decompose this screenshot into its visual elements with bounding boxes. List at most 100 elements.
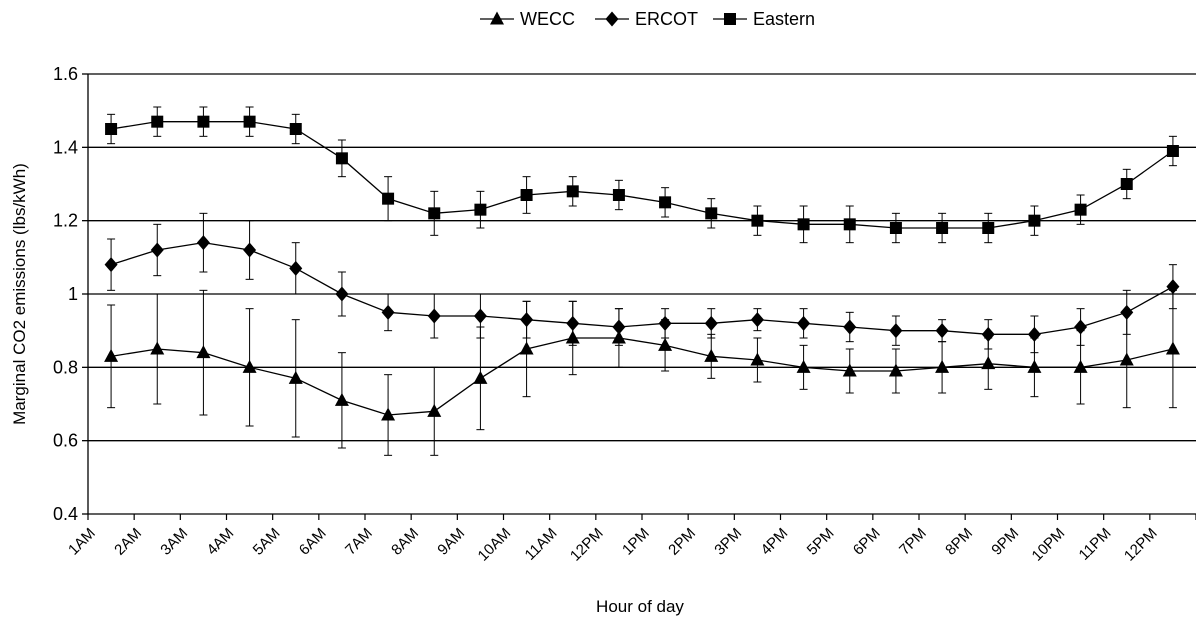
x-tick-label: 12PM [567, 525, 607, 565]
data-point [751, 214, 764, 227]
data-point [843, 319, 857, 335]
data-point [1165, 341, 1180, 355]
data-point [704, 348, 719, 362]
x-tick-label: 5AM [250, 525, 284, 559]
y-axis-title: Marginal CO2 emissions (lbs/kWh) [10, 163, 29, 425]
series-eastern [105, 106, 1179, 244]
data-point [473, 308, 487, 324]
data-point [335, 152, 348, 165]
data-point [289, 123, 302, 135]
x-tick-label: 5PM [804, 525, 838, 559]
data-point [1027, 326, 1041, 342]
data-point [889, 222, 902, 234]
y-tick-label: 0.8 [53, 357, 78, 377]
data-point [843, 218, 856, 231]
x-tick-label: 4AM [203, 525, 237, 559]
y-tick-label: 1 [68, 284, 78, 304]
data-point [935, 359, 950, 373]
data-point [981, 326, 995, 342]
y-tick-label: 1.4 [53, 137, 78, 157]
legend-item-ercot: ERCOT [595, 9, 698, 29]
legend: WECC ERCOT Eastern [480, 9, 815, 29]
x-axis-title: Hour of day [596, 597, 684, 616]
data-point [936, 222, 949, 234]
x-tick-label: 4PM [757, 525, 791, 559]
series-line [110, 337, 1174, 416]
x-tick-label: 6AM [296, 525, 330, 559]
data-point [1120, 178, 1133, 190]
x-tick-label: 2AM [111, 525, 145, 559]
y-tick-label: 0.6 [53, 431, 78, 451]
data-point [243, 115, 256, 128]
legend-marker [605, 11, 619, 27]
data-point [1166, 145, 1179, 157]
data-point [659, 196, 672, 209]
data-point [935, 323, 949, 339]
data-point [105, 123, 118, 135]
series-line [110, 121, 1174, 229]
data-point [1028, 214, 1041, 227]
data-point [888, 363, 903, 377]
data-point [151, 115, 164, 128]
legend-label: WECC [520, 9, 575, 29]
y-tick-label: 1.6 [53, 64, 78, 84]
data-point [1119, 352, 1134, 366]
data-point [566, 315, 580, 331]
x-tick-label: 2PM [665, 525, 699, 559]
data-point [428, 207, 441, 220]
data-point [381, 407, 396, 421]
x-tick-label: 10PM [1029, 525, 1069, 565]
data-point [474, 203, 487, 216]
x-tick-label: 8AM [388, 525, 422, 559]
data-point [796, 359, 811, 373]
x-tick-label: 3AM [157, 525, 191, 559]
legend-item-eastern: Eastern [713, 9, 815, 29]
data-point [797, 315, 811, 331]
x-tick-label: 6PM [850, 525, 884, 559]
x-tick-label: 10AM [475, 525, 515, 565]
gridlines [88, 73, 1196, 442]
data-point [382, 192, 395, 205]
data-point [243, 242, 257, 258]
data-point [566, 185, 579, 198]
data-point [242, 359, 257, 373]
series-wecc [104, 289, 1180, 456]
data-point [705, 207, 718, 220]
data-point [1166, 279, 1180, 295]
data-point [1073, 359, 1088, 373]
x-tick-label: 12PM [1121, 525, 1161, 565]
x-tick-label: 1PM [619, 525, 653, 559]
y-tick-label: 0.4 [53, 504, 78, 524]
x-tick-label: 8PM [942, 525, 976, 559]
data-point [982, 222, 995, 234]
data-point [334, 392, 349, 406]
data-point [381, 304, 395, 320]
data-point [889, 323, 903, 339]
data-point [1074, 203, 1087, 216]
x-tick-label: 9AM [434, 525, 468, 559]
legend-label: ERCOT [635, 9, 698, 29]
x-tick-label: 7AM [342, 525, 376, 559]
x-tick-label: 11AM [522, 525, 561, 564]
data-point [150, 242, 164, 258]
data-point [289, 260, 303, 276]
legend-marker [724, 13, 736, 25]
data-point [473, 370, 488, 384]
data-point [842, 363, 857, 377]
x-tick-label: 9PM [988, 525, 1022, 559]
data-point [797, 218, 810, 231]
y-tick-label: 1.2 [53, 211, 78, 231]
data-point [750, 312, 764, 328]
x-tick-label: 11PM [1076, 525, 1115, 564]
data-point [520, 312, 534, 328]
data-point [427, 403, 442, 417]
data-point [288, 370, 303, 384]
data-point [196, 235, 210, 251]
series-layer [104, 106, 1180, 456]
data-point [1120, 304, 1134, 320]
data-point [197, 115, 210, 128]
data-point [104, 257, 118, 273]
legend-item-wecc: WECC [480, 9, 575, 29]
